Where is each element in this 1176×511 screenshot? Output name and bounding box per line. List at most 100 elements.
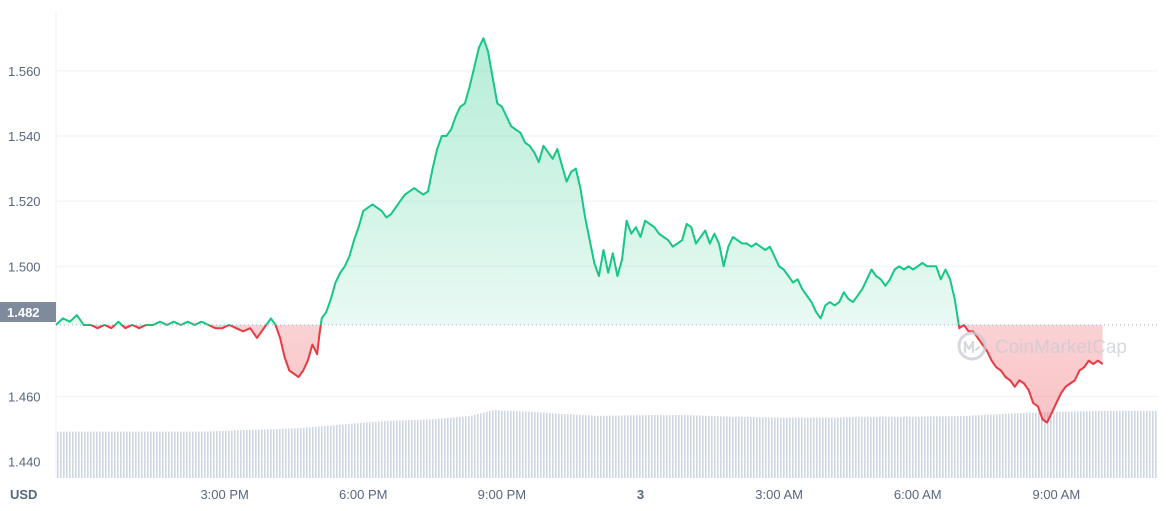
volume-bar bbox=[450, 417, 452, 478]
volume-bar bbox=[237, 430, 239, 478]
volume-bar bbox=[834, 417, 836, 478]
volume-bar bbox=[120, 431, 122, 478]
price-line-down bbox=[56, 324, 1104, 424]
volume-bar bbox=[660, 415, 662, 478]
volume-bar bbox=[708, 415, 710, 478]
volume-bar bbox=[726, 416, 728, 478]
volume-bar bbox=[384, 421, 386, 478]
volume-bar bbox=[441, 418, 443, 478]
volume-bar bbox=[804, 417, 806, 478]
volume-bar bbox=[840, 417, 842, 478]
volume-bar bbox=[261, 429, 263, 478]
volume-bar bbox=[852, 417, 854, 478]
volume-bar bbox=[798, 417, 800, 478]
volume-bar bbox=[699, 415, 701, 478]
volume-bar bbox=[57, 431, 59, 478]
volume-bar bbox=[939, 416, 941, 478]
volume-bar bbox=[90, 431, 92, 478]
volume-bar bbox=[1059, 411, 1061, 478]
volume-bar bbox=[498, 410, 500, 478]
volume-bar bbox=[474, 414, 476, 478]
volume-bar bbox=[99, 431, 101, 478]
volume-bar bbox=[420, 419, 422, 478]
volume-bar bbox=[141, 431, 143, 478]
volume-bar bbox=[861, 416, 863, 478]
volume-bar bbox=[63, 431, 65, 478]
volume-bar bbox=[174, 431, 176, 478]
volume-bar bbox=[1143, 410, 1145, 478]
volume-bar bbox=[612, 415, 614, 478]
volume-bar bbox=[171, 431, 173, 478]
volume-bar bbox=[459, 416, 461, 478]
volume-bar bbox=[471, 415, 473, 478]
volume-bar bbox=[150, 431, 152, 478]
volume-bar bbox=[891, 416, 893, 478]
volume-bar bbox=[489, 411, 491, 478]
volume-bar bbox=[546, 412, 548, 478]
volume-bar bbox=[591, 415, 593, 478]
volume-bar bbox=[465, 416, 467, 478]
volume-bar bbox=[792, 417, 794, 478]
volume-bar bbox=[783, 417, 785, 478]
volume-bar bbox=[969, 415, 971, 478]
volume-bar bbox=[462, 416, 464, 478]
volume-bar bbox=[876, 416, 878, 478]
volume-bar bbox=[1053, 411, 1055, 478]
volume-bar bbox=[777, 417, 779, 478]
volume-bar bbox=[222, 430, 224, 478]
volume-bar bbox=[324, 426, 326, 478]
volume-bar bbox=[750, 417, 752, 478]
volume-bar bbox=[1110, 410, 1112, 478]
volume-bar bbox=[717, 416, 719, 478]
volume-bar bbox=[306, 427, 308, 478]
volume-bar bbox=[627, 415, 629, 478]
volume-bar bbox=[672, 415, 674, 478]
volume-bar bbox=[447, 417, 449, 478]
volume-bar bbox=[765, 417, 767, 478]
volume-bar bbox=[210, 431, 212, 478]
volume-bar bbox=[402, 420, 404, 478]
grid-lines bbox=[55, 12, 1158, 478]
volume-bar bbox=[936, 416, 938, 478]
volume-bar bbox=[483, 412, 485, 478]
volume-bar bbox=[873, 416, 875, 478]
volume-bar bbox=[942, 416, 944, 478]
volume-bar bbox=[579, 414, 581, 478]
volume-bar bbox=[399, 420, 401, 478]
volume-bar bbox=[165, 431, 167, 478]
volume-bar bbox=[213, 431, 215, 478]
volume-bar bbox=[423, 419, 425, 478]
volume-bar bbox=[825, 417, 827, 478]
volume-bar bbox=[900, 416, 902, 478]
volume-bar bbox=[129, 431, 131, 478]
volume-bar bbox=[1116, 410, 1118, 478]
volume-bar bbox=[912, 416, 914, 478]
volume-bar bbox=[978, 415, 980, 478]
volume-bar bbox=[537, 412, 539, 478]
price-area-down bbox=[90, 324, 1103, 423]
volume-bar bbox=[915, 416, 917, 478]
volume-bar bbox=[813, 417, 815, 478]
volume-bar bbox=[759, 417, 761, 478]
y-tick-label: 1.520 bbox=[8, 194, 41, 209]
volume-bar bbox=[594, 415, 596, 478]
volume-bar bbox=[843, 417, 845, 478]
volume-bar bbox=[294, 428, 296, 478]
volume-bar bbox=[771, 417, 773, 478]
volume-bar bbox=[1152, 410, 1154, 478]
volume-bar bbox=[135, 431, 137, 478]
volume-bar bbox=[993, 414, 995, 478]
volume-bar bbox=[267, 429, 269, 478]
volume-bar bbox=[729, 416, 731, 478]
volume-bar bbox=[453, 417, 455, 478]
volume-bar bbox=[600, 415, 602, 478]
volume-bar bbox=[795, 417, 797, 478]
volume-bar bbox=[312, 426, 314, 478]
volume-bar bbox=[1071, 411, 1073, 478]
volume-bar bbox=[156, 431, 158, 478]
volume-bar bbox=[816, 417, 818, 478]
volume-bar bbox=[966, 415, 968, 478]
volume-bar bbox=[1032, 412, 1034, 478]
volume-bar bbox=[774, 417, 776, 478]
